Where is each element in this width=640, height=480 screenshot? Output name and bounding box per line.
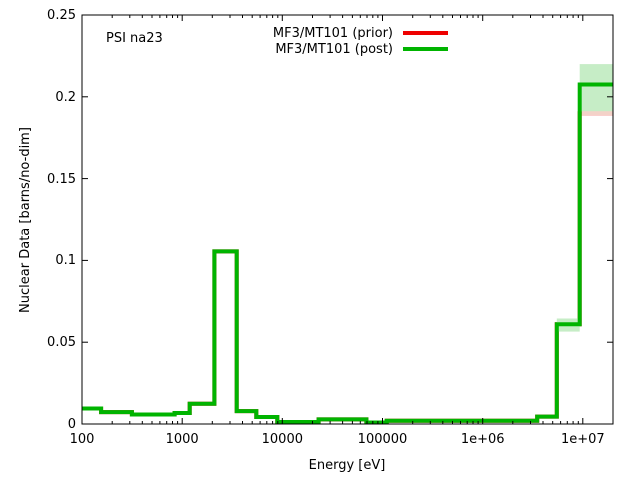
prior-visible-edge: [581, 111, 613, 116]
x-axis-title: Energy [eV]: [308, 458, 386, 473]
x-tick-label: 1e+06: [460, 432, 505, 447]
y-tick-label: 0.15: [47, 171, 76, 187]
x-tick-label: 1000: [165, 432, 199, 447]
y-tick-label: 0: [67, 417, 76, 432]
post-curve: [82, 82, 613, 425]
legend-label-prior: MF3/MT101 (prior): [272, 26, 393, 41]
legend-label-post: MF3/MT101 (post): [275, 42, 393, 57]
y-axis-title: Nuclear Data [barns/no-dim]: [18, 127, 33, 313]
legend-line-sample-post: [403, 47, 448, 51]
y-tick-label: 0.1: [55, 253, 76, 269]
x-tick-label: 10000: [261, 432, 303, 447]
x-tick-label: 1e+07: [560, 432, 605, 447]
plot-annotation: PSI na23: [106, 31, 163, 46]
y-tick-label: 0.2: [55, 89, 76, 105]
legend-line-sample-prior: [403, 31, 448, 35]
plot-border: [81, 14, 614, 425]
uncertainty-band: [579, 64, 613, 112]
y-tick-label: 0.05: [47, 335, 76, 351]
y-tick-label: 0.25: [47, 8, 76, 23]
x-tick-label: 100000: [357, 432, 408, 447]
x-tick-label: 100: [69, 432, 95, 447]
prior-curve: [82, 111, 613, 425]
